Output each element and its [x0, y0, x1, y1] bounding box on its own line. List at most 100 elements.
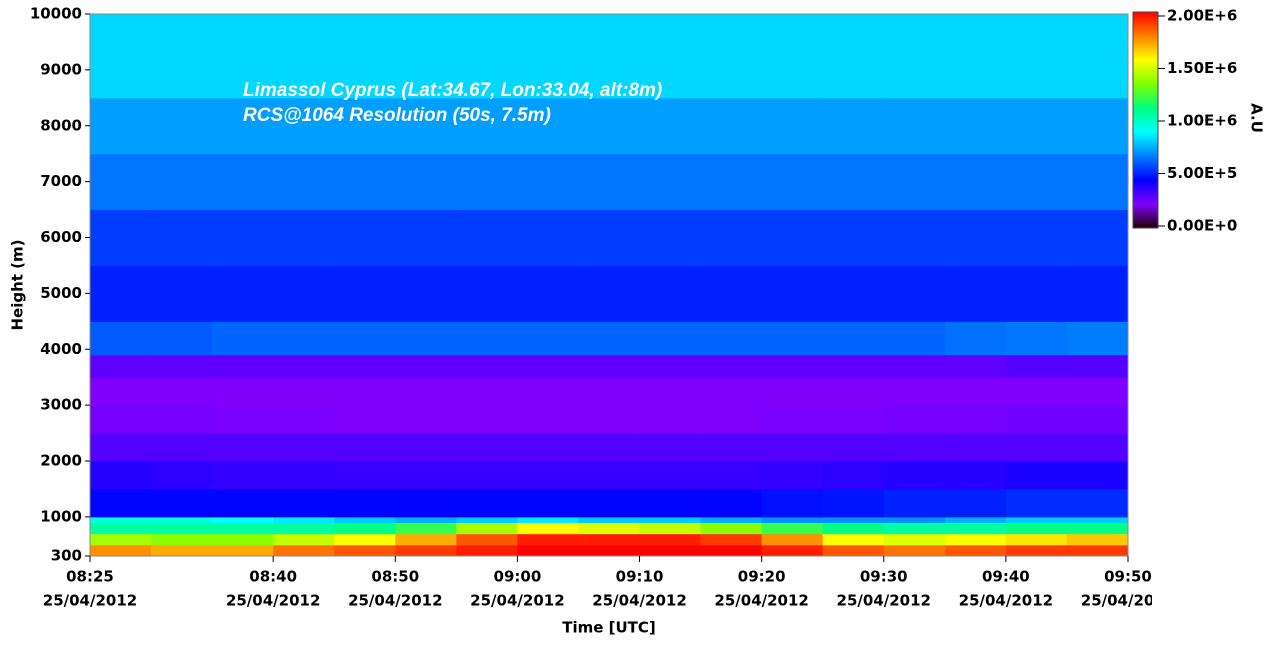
heatmap-cell — [456, 14, 518, 99]
heatmap-cell — [1005, 14, 1068, 99]
heatmap-cell — [517, 522, 579, 535]
heatmap-cell — [944, 544, 1007, 557]
heatmap-cell — [151, 321, 213, 356]
heatmap-cell — [822, 488, 885, 518]
heatmap-cell — [212, 14, 274, 99]
heatmap-cell — [700, 516, 763, 523]
heatmap-cell — [456, 405, 518, 434]
heatmap-cell — [212, 488, 274, 518]
x-tick-label: 09:50 — [1104, 568, 1152, 586]
heatmap-cell — [700, 354, 763, 378]
heatmap-cell — [395, 209, 457, 266]
heatmap-cell — [578, 153, 641, 211]
heatmap-cell — [90, 14, 152, 99]
heatmap-cell — [1066, 14, 1129, 99]
heatmap-cell — [273, 522, 335, 535]
heatmap-cell — [517, 97, 579, 155]
heatmap-cell — [578, 14, 641, 99]
heatmap-cell — [456, 209, 518, 266]
heatmap-cell — [944, 533, 1007, 546]
heatmap-cell — [90, 209, 152, 266]
heatmap-cell — [273, 405, 335, 434]
x-axis-label: Time [UTC] — [562, 619, 656, 637]
heatmap-cell — [883, 153, 946, 211]
heatmap-cell — [1066, 153, 1129, 211]
heatmap-cell — [212, 377, 274, 406]
heatmap-cell — [944, 405, 1007, 434]
heatmap-cell — [578, 522, 641, 535]
heatmap-cell — [334, 433, 396, 462]
heatmap-cell — [1066, 488, 1129, 518]
heatmap-cell — [1066, 405, 1129, 434]
heatmap-cell — [273, 209, 335, 266]
heatmap-cell — [90, 522, 152, 535]
heatmap-cell — [334, 14, 396, 99]
heatmap-cell — [334, 209, 396, 266]
heatmap-cell — [761, 544, 824, 557]
y-tick-label: 2000 — [40, 452, 82, 470]
heatmap-cell — [822, 153, 885, 211]
heatmap-cell — [578, 544, 641, 557]
heatmap-cell — [1005, 433, 1068, 462]
heatmap-cell — [883, 97, 946, 155]
heatmap-cell — [639, 265, 702, 322]
heatmap-cell — [1066, 533, 1129, 546]
heatmap-cell — [883, 433, 946, 462]
heatmap-cell — [944, 488, 1007, 518]
heatmap-cell — [761, 209, 824, 266]
heatmap-cell — [90, 321, 152, 356]
heatmap-cell — [822, 461, 885, 490]
heatmap-cell — [578, 461, 641, 490]
y-axis-label: Height (m) — [9, 239, 27, 330]
heatmap-cell — [212, 265, 274, 322]
heatmap-cell — [273, 433, 335, 462]
heatmap-cell — [90, 461, 152, 490]
heatmap-cell — [517, 354, 579, 378]
heatmap-cell — [334, 265, 396, 322]
heatmap-cell — [639, 14, 702, 99]
x-tick-date: 25/04/2012 — [959, 592, 1053, 610]
heatmap-cell — [395, 516, 457, 523]
heatmap-cell — [761, 533, 824, 546]
heatmap-cell — [761, 377, 824, 406]
x-tick-label: 09:30 — [860, 568, 908, 586]
heatmap-cell — [1066, 516, 1129, 523]
heatmap-cell — [1005, 377, 1068, 406]
colorbar-tick-label: 1.50E+6 — [1167, 59, 1237, 77]
heatmap-cell — [883, 405, 946, 434]
heatmap-cell — [639, 354, 702, 378]
heatmap-cell — [273, 461, 335, 490]
heatmap-cell — [761, 153, 824, 211]
heatmap-cell — [456, 433, 518, 462]
heatmap-cell — [578, 516, 641, 523]
heatmap-cell — [395, 533, 457, 546]
heatmap-cell — [883, 14, 946, 99]
heatmap-cell — [151, 533, 213, 546]
heatmap-cell — [151, 488, 213, 518]
heatmap-cell — [1066, 461, 1129, 490]
x-tick-label: 09:20 — [738, 568, 786, 586]
x-tick-label: 09:40 — [982, 568, 1030, 586]
x-tick-label: 08:25 — [66, 568, 114, 586]
heatmap-cell — [334, 544, 396, 557]
heatmap-cell — [151, 354, 213, 378]
heatmap-cell — [761, 461, 824, 490]
heatmap-cell — [517, 14, 579, 99]
y-tick-label: 3000 — [40, 396, 82, 414]
heatmap-cell — [334, 377, 396, 406]
heatmap-cell — [395, 461, 457, 490]
heatmap-cell — [212, 153, 274, 211]
heatmap-cell — [944, 321, 1007, 356]
heatmap-cell — [944, 153, 1007, 211]
colorbar-tick-label: 5.00E+5 — [1167, 164, 1237, 182]
heatmap-cell — [456, 97, 518, 155]
colorbar-tick-label: 0.00E+0 — [1167, 217, 1237, 235]
heatmap-cell — [578, 433, 641, 462]
heatmap-cell — [578, 265, 641, 322]
heatmap-cell — [212, 97, 274, 155]
x-tick-date: 25/04/2012 — [348, 592, 442, 610]
heatmap-cell — [395, 405, 457, 434]
heatmap-cell — [1066, 433, 1129, 462]
heatmap-cell — [395, 153, 457, 211]
heatmap-cell — [395, 97, 457, 155]
